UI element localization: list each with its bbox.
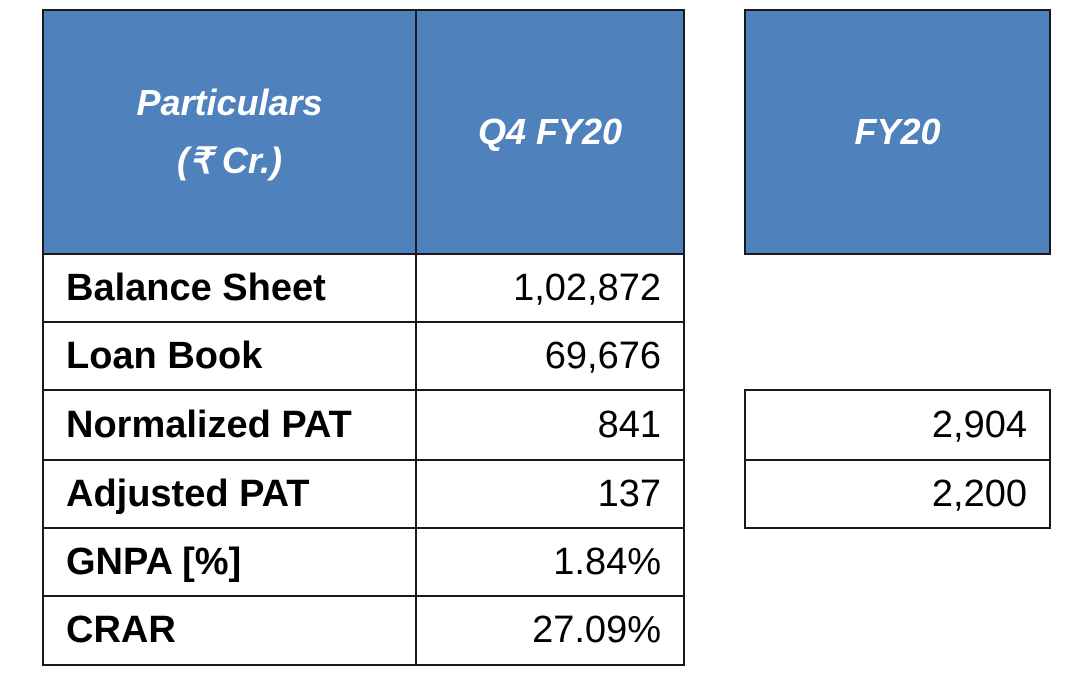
row-value-text: 2,904: [931, 403, 1027, 446]
header-q4-fy20: Q4 FY20: [415, 9, 685, 255]
row-value-text: 69,676: [544, 334, 661, 377]
row-value-gnpa-q4: 1.84%: [415, 527, 685, 597]
row-value-text: 2,200: [931, 472, 1027, 515]
row-label-text: Normalized PAT: [66, 403, 352, 446]
header-q4-fy20-label: Q4 FY20: [477, 111, 623, 152]
row-label-text: Adjusted PAT: [66, 472, 310, 515]
row-value-adjusted-pat-fy20: 2,200: [744, 459, 1051, 529]
row-label-text: GNPA [%]: [66, 540, 242, 583]
row-value-text: 1.84%: [553, 540, 661, 583]
row-value-text: 1,02,872: [513, 266, 661, 309]
row-label-text: Loan Book: [66, 334, 263, 377]
header-particulars-unit: (₹ Cr.): [177, 140, 282, 181]
row-value-normalized-pat-q4: 841: [415, 389, 685, 461]
header-particulars: Particulars (₹ Cr.): [42, 9, 417, 255]
header-fy20: FY20: [744, 9, 1051, 255]
row-value-loan-book-q4: 69,676: [415, 321, 685, 391]
row-label-crar: CRAR: [42, 595, 417, 666]
row-value-adjusted-pat-q4: 137: [415, 459, 685, 529]
row-label-loan-book: Loan Book: [42, 321, 417, 391]
row-value-normalized-pat-fy20: 2,904: [744, 389, 1051, 461]
row-label-balance-sheet: Balance Sheet: [42, 253, 417, 323]
row-value-text: 841: [597, 403, 661, 446]
row-value-text: 137: [597, 472, 661, 515]
header-fy20-label: FY20: [854, 111, 941, 152]
row-label-gnpa: GNPA [%]: [42, 527, 417, 597]
header-particulars-title: Particulars: [136, 82, 323, 123]
row-label-text: Balance Sheet: [66, 266, 326, 309]
row-value-crar-q4: 27.09%: [415, 595, 685, 666]
row-label-text: CRAR: [66, 609, 176, 651]
row-value-text: 27.09%: [532, 609, 661, 651]
row-value-balance-sheet-q4: 1,02,872: [415, 253, 685, 323]
row-label-normalized-pat: Normalized PAT: [42, 389, 417, 461]
row-label-adjusted-pat: Adjusted PAT: [42, 459, 417, 529]
